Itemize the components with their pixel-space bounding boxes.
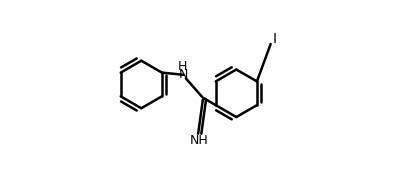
Text: H: H — [178, 59, 187, 73]
Text: I: I — [273, 32, 277, 46]
Text: N: N — [179, 68, 188, 81]
Text: NH: NH — [190, 134, 209, 147]
